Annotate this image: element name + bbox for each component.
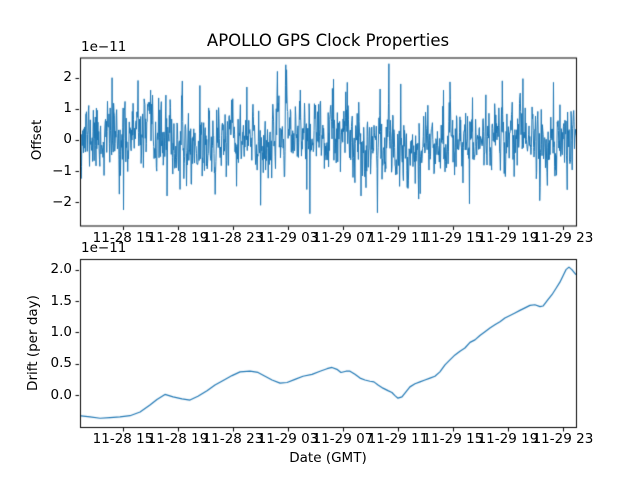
y-tick-label: 0 [63, 131, 72, 148]
x-tick-label: 11-29 11 [367, 431, 429, 447]
y-tick-label: 0.5 [50, 355, 72, 372]
y-tick-label: 1 [63, 100, 72, 117]
x-axis-label: Date (GMT) [289, 450, 367, 466]
bottom-axis-exponent-label: 1e−11 [81, 240, 127, 256]
x-tick-label: 11-28 15 [92, 431, 154, 447]
top-y-axis-label: Offset [29, 119, 45, 161]
y-tick-label: −1 [52, 162, 72, 179]
x-tick-label: 11-29 07 [312, 229, 374, 246]
x-tick-label: 11-28 23 [202, 229, 264, 246]
y-tick-label: 1.5 [50, 292, 72, 309]
x-tick-label: 11-28 19 [147, 229, 209, 246]
x-tick-label: 11-28 19 [147, 431, 209, 447]
bottom-y-axis-label: Drift (per day) [25, 295, 41, 391]
y-tick-label: 2 [63, 69, 72, 86]
x-tick-label: 11-29 19 [477, 431, 539, 447]
x-tick-label: 11-29 23 [532, 431, 594, 447]
x-tick-label: 11-28 23 [202, 431, 264, 447]
chart-title: APOLLO GPS Clock Properties [206, 31, 450, 50]
x-tick-label: 11-28 15 [92, 229, 154, 246]
x-tick-label: 11-29 03 [257, 431, 319, 447]
y-tick-label: −2 [52, 193, 72, 210]
y-tick-label: 1.0 [50, 323, 72, 340]
x-tick-label: 11-29 11 [367, 229, 429, 246]
x-tick-label: 11-29 19 [477, 229, 539, 246]
y-tick-label: 0.0 [50, 386, 72, 403]
x-tick-label: 11-29 23 [532, 229, 594, 246]
x-tick-label: 11-29 15 [422, 229, 484, 246]
x-tick-label: 11-29 15 [422, 431, 484, 447]
top-axis-exponent-label: 1e−11 [81, 39, 127, 55]
x-tick-label: 11-29 03 [257, 229, 319, 246]
x-tick-label: 11-29 07 [312, 431, 374, 447]
y-tick-label: 2.0 [50, 261, 72, 278]
